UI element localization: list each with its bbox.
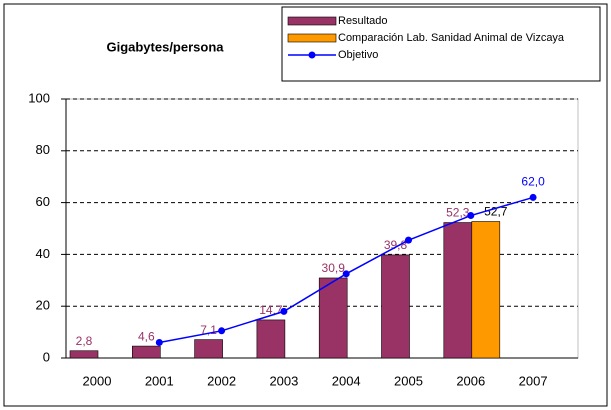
y-tick-label: 0 [43,349,50,364]
legend-label: Resultado [338,15,388,27]
bar [132,345,161,359]
x-tick-label: 2007 [519,373,548,388]
x-tick-label: 2002 [207,373,236,388]
y-tick-label: 100 [28,90,50,105]
y-tick-label: 60 [36,194,50,209]
data-label: 62,0 [521,175,545,189]
x-tick-label: 2004 [332,373,361,388]
legend-swatch [287,33,337,43]
bar [318,277,348,359]
data-label: 4,6 [138,329,155,343]
bar [69,350,99,359]
data-label: 52,7 [484,205,508,219]
bar [381,254,410,359]
legend-swatch [287,16,337,26]
legend-label: Comparación Lab. Sanidad Animal de Vizca… [338,32,565,44]
line-marker [218,327,226,335]
bar [194,339,223,359]
line-marker [467,212,475,220]
chart-title: Gigabytes/persona [106,39,224,54]
y-tick-label: 80 [36,142,50,157]
legend-swatch [308,51,316,59]
line-marker [529,193,537,201]
data-label: 30,9 [322,261,346,275]
legend-label: Objetivo [338,49,378,61]
x-tick-label: 2001 [145,373,174,388]
x-tick-label: 2003 [269,373,298,388]
bar [471,221,501,359]
data-label: 2,8 [76,334,93,348]
line-marker [405,236,412,244]
x-tick-label: 2005 [394,373,423,388]
line-marker [280,307,288,315]
y-tick-label: 40 [36,246,50,261]
x-tick-label: 2000 [83,373,112,388]
bar [443,222,473,359]
x-tick-label: 2006 [456,373,485,388]
line-marker [155,338,163,346]
data-label: 52,3 [446,206,470,220]
y-tick-label: 20 [36,298,50,313]
data-label: 39,8 [384,238,408,252]
bar [256,319,286,359]
line-marker [342,270,350,278]
